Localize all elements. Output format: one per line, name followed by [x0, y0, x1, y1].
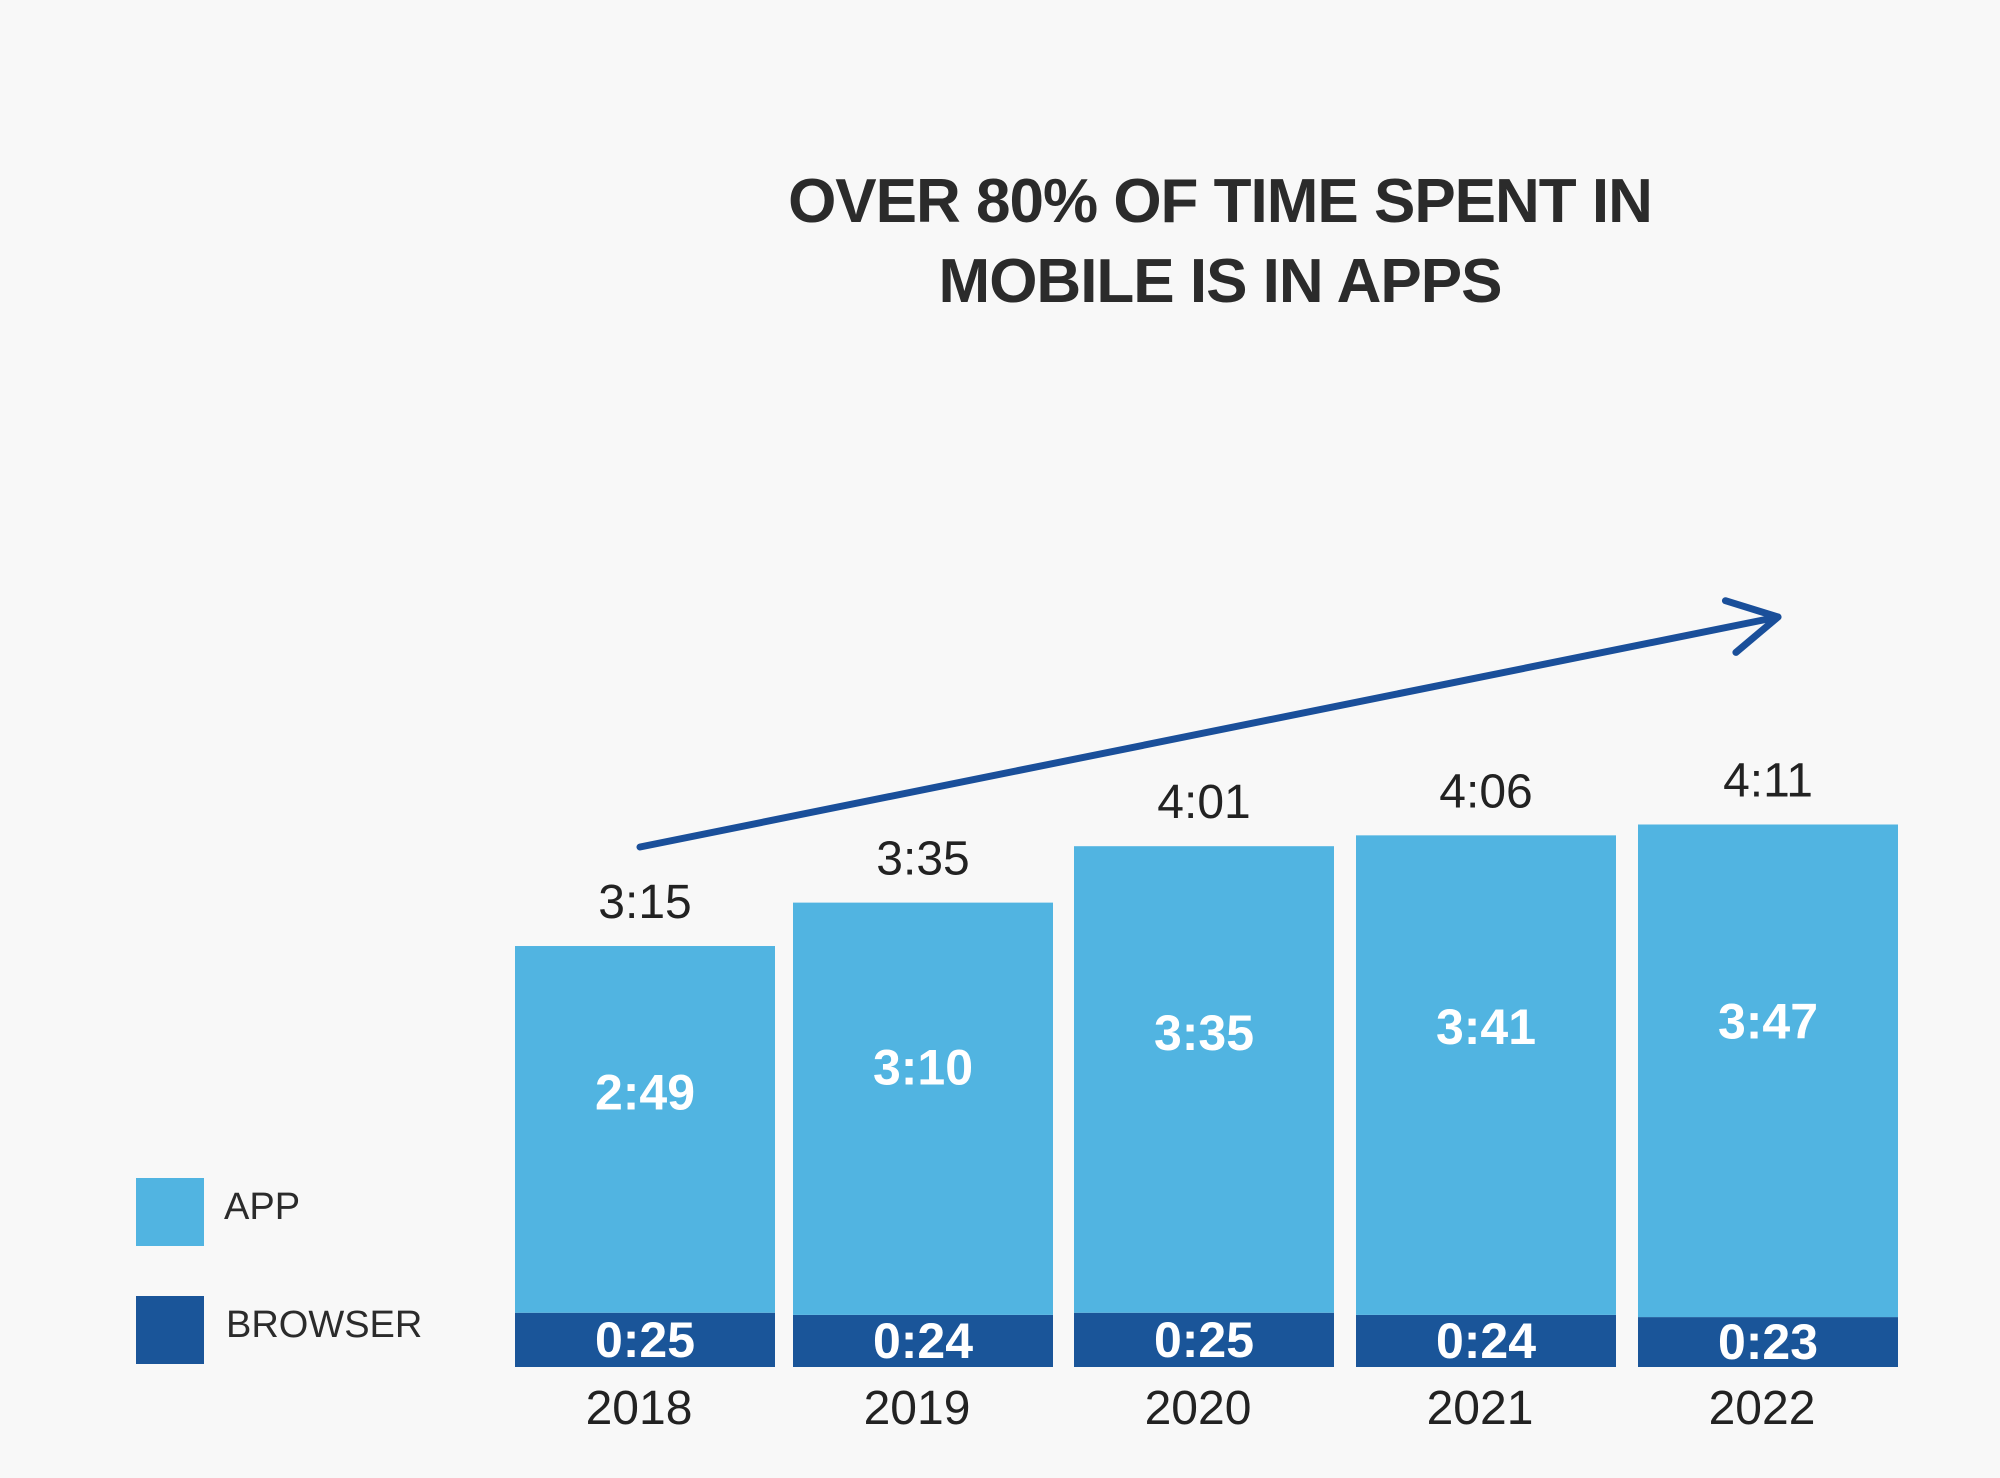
bar-browser-2022: [1638, 1317, 1898, 1367]
bar-browser-2019: [793, 1314, 1053, 1367]
label-app-2022: 3:47: [1718, 994, 1818, 1050]
trend-arrow-line: [636, 613, 1782, 851]
label-browser-2019: 0:24: [873, 1313, 973, 1369]
x-tick-2021: 2021: [1427, 1382, 1534, 1435]
legend-label-app: APP: [224, 1186, 301, 1228]
bar-app-2022: [1638, 824, 1898, 1318]
label-browser-2021: 0:24: [1436, 1313, 1536, 1369]
bar-browser-2021: [1356, 1314, 1616, 1367]
bar-app-2021: [1356, 835, 1616, 1315]
label-app-2020: 3:35: [1154, 1005, 1254, 1061]
legend-swatch-app: [136, 1178, 204, 1246]
label-browser-2018: 0:25: [595, 1312, 695, 1368]
trend-arrow-head: [1721, 597, 1782, 656]
bar-app-2020: [1074, 846, 1334, 1313]
bar-browser-2020: [1074, 1312, 1334, 1367]
label-app-2021: 3:41: [1436, 999, 1536, 1055]
x-tick-2022: 2022: [1709, 1382, 1816, 1435]
legend-label-browser: BROWSER: [226, 1304, 423, 1346]
label-total-2021: 4:06: [1439, 765, 1532, 818]
label-total-2020: 4:01: [1157, 776, 1250, 829]
label-total-2022: 4:11: [1723, 755, 1813, 808]
bar-app-2019: [793, 902, 1053, 1315]
label-total-2018: 3:15: [598, 876, 691, 929]
label-browser-2020: 0:25: [1154, 1312, 1254, 1368]
x-tick-2020: 2020: [1145, 1382, 1252, 1435]
label-browser-2022: 0:23: [1718, 1314, 1818, 1370]
x-tick-2018: 2018: [586, 1382, 693, 1435]
chart-title: OVER 80% OF TIME SPENT IN MOBILE IS IN A…: [700, 162, 1740, 322]
label-total-2019: 3:35: [876, 833, 969, 886]
chart-title-line-1: OVER 80% OF TIME SPENT IN: [788, 167, 1653, 236]
bar-browser-2018: [515, 1312, 775, 1367]
bar-app-2018: [515, 946, 775, 1313]
x-tick-2019: 2019: [864, 1382, 971, 1435]
label-app-2018: 2:49: [595, 1065, 695, 1121]
chart-title-line-2: MOBILE IS IN APPS: [938, 247, 1503, 316]
legend-swatch-browser: [136, 1296, 204, 1364]
label-app-2019: 3:10: [873, 1040, 973, 1096]
